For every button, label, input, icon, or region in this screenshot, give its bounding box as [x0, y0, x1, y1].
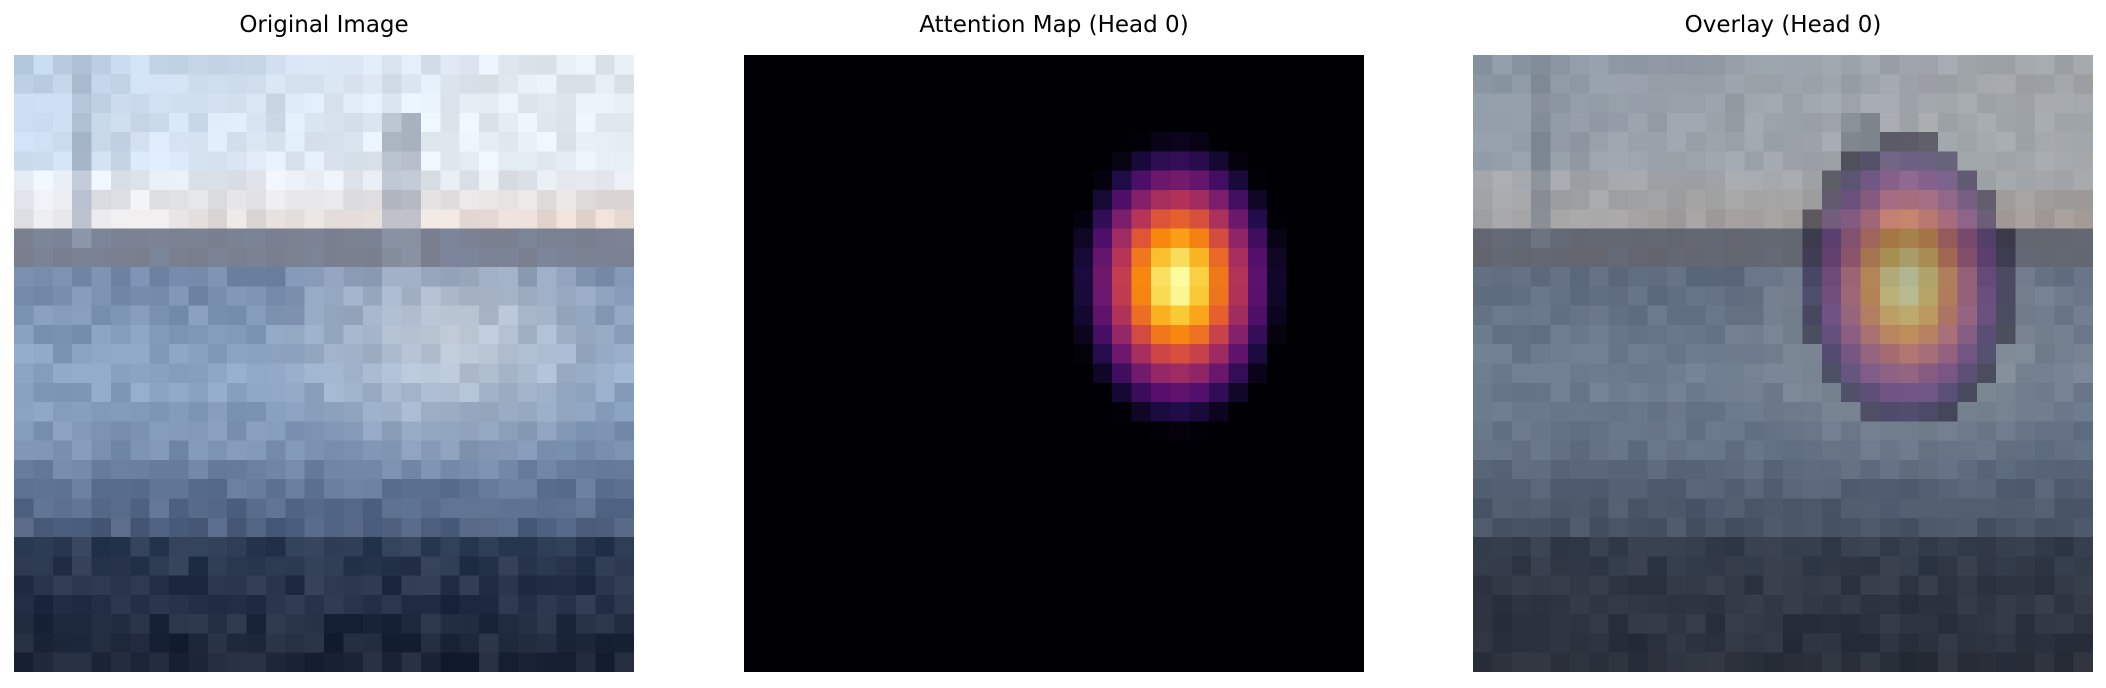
attention-map-image	[744, 55, 1364, 672]
overlay-title: Overlay (Head 0)	[1684, 12, 1882, 38]
original-image	[14, 55, 634, 672]
original-image-title: Original Image	[239, 12, 409, 38]
attention-map-title: Attention Map (Head 0)	[919, 12, 1189, 38]
overlay-image	[1473, 55, 2093, 672]
